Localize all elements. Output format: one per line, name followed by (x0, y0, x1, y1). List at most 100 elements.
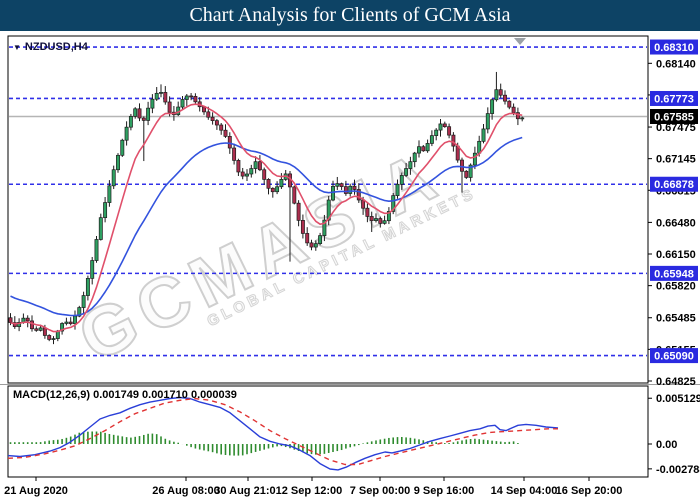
candle-body (133, 108, 138, 117)
candle-body (38, 327, 43, 331)
candle-body (77, 307, 82, 317)
candle-body (322, 219, 327, 236)
candle-body (240, 171, 245, 177)
candle-body (150, 98, 155, 109)
level-price-label: 0.65090 (654, 351, 694, 363)
candle-body (313, 243, 318, 248)
candle-body (485, 113, 490, 130)
candle-body (103, 202, 108, 219)
current-price-label-box (650, 108, 698, 124)
candle-body (137, 108, 142, 119)
candle-body (305, 233, 310, 244)
candle-body (94, 239, 99, 261)
candle-body (374, 218, 378, 221)
macd-axis-tick-label: -0.002788 (656, 464, 700, 476)
macd-main-line (7, 396, 559, 471)
candle-body (404, 168, 409, 176)
candle-body (434, 129, 439, 136)
y-axis-tick-label: 0.67145 (656, 154, 696, 166)
level-price-label: 0.68310 (654, 42, 694, 54)
candle-body (386, 211, 391, 222)
y-axis-tick-label: 0.65820 (656, 281, 696, 293)
macd-panel-border (7, 385, 649, 478)
x-axis-tick-label: 30 Aug 21:01 (214, 485, 281, 497)
candle-body (193, 95, 198, 103)
candle-body (219, 124, 224, 131)
candle-body (425, 143, 430, 152)
x-axis-tick-label: 9 Sep 16:00 (414, 485, 475, 497)
candle-body (331, 185, 335, 201)
candle-body (318, 235, 323, 244)
candle-body (515, 112, 520, 120)
candle-body (249, 168, 254, 175)
x-axis-tick-label: 21 Aug 2020 (4, 485, 68, 497)
candle-body (326, 199, 331, 221)
macd-signal-line (7, 397, 558, 466)
candle-body (73, 315, 77, 325)
candle-body (442, 123, 447, 128)
candle-body (107, 185, 112, 203)
candle-body (81, 295, 86, 308)
candle-body (296, 202, 301, 221)
candle-body (163, 92, 168, 103)
candle-body (399, 175, 404, 185)
level-price-label-box (650, 90, 698, 106)
candle-body (34, 328, 39, 331)
candle-body (309, 242, 314, 248)
main-panel-border (7, 35, 649, 384)
candle-body (343, 186, 348, 194)
y-axis-tick-label: 0.67475 (656, 122, 696, 134)
macd-axis-tick-label: 0.00 (656, 439, 677, 451)
candle-body (421, 146, 426, 152)
candle-body (395, 183, 400, 196)
x-axis-tick-label: 14 Sep 04:00 (491, 485, 558, 497)
candle-body (408, 161, 413, 169)
level-price-label-box (650, 176, 698, 192)
candle-body (90, 260, 95, 279)
candle-body (266, 179, 271, 189)
candle-body (98, 217, 103, 240)
symbol-label-text: NZDUSD,H4 (24, 41, 88, 53)
candle-body (12, 322, 17, 328)
level-price-label-box (650, 265, 698, 281)
x-axis-tick-label: 7 Sep 00:00 (350, 485, 411, 497)
candle-body (206, 111, 211, 118)
candle-body (270, 187, 275, 193)
candle-body (68, 321, 73, 325)
page-title: Chart Analysis for Clients of GCM Asia (189, 4, 511, 26)
y-axis-tick-label: 0.66480 (656, 217, 696, 229)
candle-body (60, 323, 65, 332)
level-price-label-box (650, 348, 698, 364)
symbol-timeframe-label: ▼ NZDUSD,H4 (13, 41, 88, 53)
candle-body (245, 173, 249, 177)
candle-body (232, 147, 237, 161)
candle-body (180, 99, 185, 108)
candle-body (369, 216, 374, 221)
y-axis-tick-label: 0.64825 (656, 376, 696, 388)
candle-body (189, 95, 194, 98)
ma-slow-line (10, 136, 523, 317)
candle-body (236, 160, 241, 173)
candle-body (167, 101, 172, 113)
level-price-label: 0.66878 (654, 179, 694, 191)
candle-body (300, 220, 305, 234)
candle-body (154, 92, 159, 100)
candle-body (511, 106, 516, 113)
candle-body (111, 169, 116, 187)
time-marker-arrow (514, 38, 526, 45)
candle-body (468, 164, 473, 178)
level-price-label: 0.67773 (654, 93, 694, 105)
y-axis-tick-label: 0.66150 (656, 249, 696, 261)
candle-body (412, 152, 417, 163)
candle-body (447, 126, 452, 136)
candle-body (361, 199, 366, 209)
candle-body (8, 317, 13, 323)
candle-body (30, 320, 34, 330)
candle-body (520, 117, 525, 120)
candle-body (128, 116, 133, 128)
candle-body (292, 186, 297, 204)
candle-body (275, 186, 280, 193)
candle-body (120, 139, 125, 156)
